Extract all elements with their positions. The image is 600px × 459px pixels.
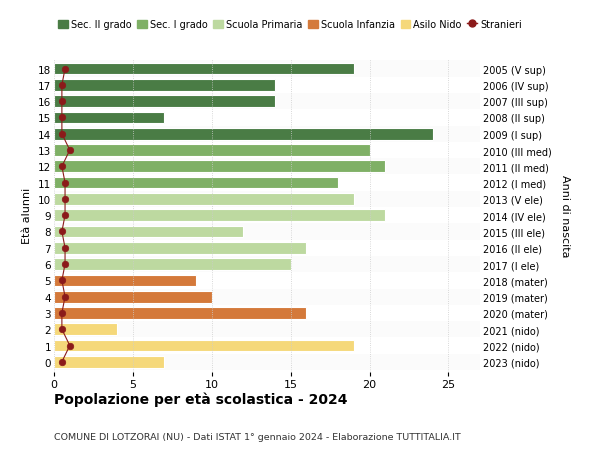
Legend: Sec. II grado, Sec. I grado, Scuola Primaria, Scuola Infanzia, Asilo Nido, Stran: Sec. II grado, Sec. I grado, Scuola Prim…: [54, 16, 526, 34]
Bar: [54, 257, 480, 273]
Bar: [54, 175, 480, 191]
Bar: [54, 273, 480, 289]
Y-axis label: Anni di nascita: Anni di nascita: [560, 174, 570, 257]
Point: [60, 179, 70, 187]
Bar: [54, 242, 307, 254]
Bar: [54, 240, 480, 257]
Point: [57, 277, 67, 285]
Point: [57, 114, 67, 122]
Bar: [54, 194, 354, 205]
Bar: [54, 177, 338, 189]
Bar: [54, 338, 480, 354]
Bar: [54, 340, 354, 352]
Bar: [54, 289, 480, 305]
Bar: [54, 129, 433, 140]
Text: Popolazione per età scolastica - 2024: Popolazione per età scolastica - 2024: [54, 392, 347, 406]
Point: [57, 309, 67, 317]
Bar: [54, 64, 354, 75]
Bar: [54, 161, 385, 173]
Bar: [54, 159, 480, 175]
Point: [60, 261, 70, 268]
Point: [57, 131, 67, 138]
Bar: [54, 308, 307, 319]
Bar: [54, 143, 480, 159]
Point: [57, 82, 67, 90]
Bar: [54, 112, 164, 124]
Bar: [54, 110, 480, 126]
Bar: [54, 321, 480, 338]
Point: [57, 228, 67, 235]
Point: [57, 163, 67, 171]
Bar: [54, 354, 480, 370]
Y-axis label: Età alunni: Età alunni: [22, 188, 32, 244]
Point: [60, 293, 70, 301]
Point: [60, 245, 70, 252]
Point: [57, 98, 67, 106]
Bar: [54, 145, 370, 157]
Point: [60, 66, 70, 73]
Bar: [54, 224, 480, 240]
Bar: [54, 356, 164, 368]
Point: [57, 358, 67, 366]
Bar: [54, 62, 480, 78]
Point: [57, 326, 67, 333]
Bar: [54, 96, 275, 108]
Point: [60, 196, 70, 203]
Bar: [54, 305, 480, 321]
Bar: [54, 80, 275, 91]
Text: COMUNE DI LOTZORAI (NU) - Dati ISTAT 1° gennaio 2024 - Elaborazione TUTTITALIA.I: COMUNE DI LOTZORAI (NU) - Dati ISTAT 1° …: [54, 431, 461, 441]
Bar: [54, 291, 212, 303]
Bar: [54, 126, 480, 143]
Bar: [54, 275, 196, 286]
Bar: [54, 258, 290, 270]
Bar: [54, 226, 244, 238]
Bar: [54, 207, 480, 224]
Bar: [54, 324, 117, 336]
Bar: [54, 78, 480, 94]
Point: [60, 212, 70, 219]
Bar: [54, 94, 480, 110]
Bar: [54, 191, 480, 207]
Point: [65, 147, 74, 154]
Bar: [54, 210, 385, 222]
Point: [65, 342, 74, 349]
